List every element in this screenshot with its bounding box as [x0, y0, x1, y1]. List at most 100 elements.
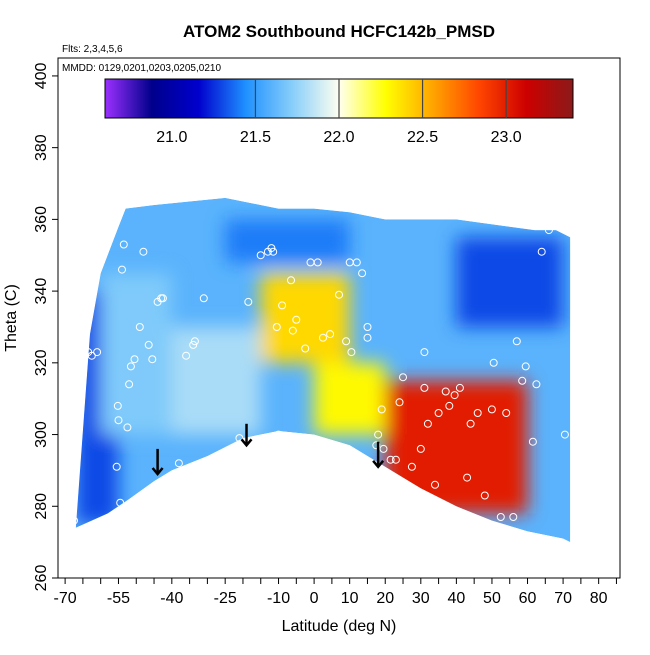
data-point: [416, 444, 425, 453]
data-point: [363, 323, 372, 331]
data-point: [158, 294, 167, 303]
arrow-markers: [151, 423, 385, 476]
data-point: [93, 348, 102, 357]
y-tick-label: 300: [33, 421, 50, 448]
data-point: [489, 358, 498, 367]
x-tick-label: -10: [267, 590, 290, 607]
data-point: [319, 333, 327, 342]
data-point: [423, 419, 432, 428]
data-point: [182, 351, 191, 360]
dates-subtitle: MMDD: 0129,0201,0203,0205,0210: [62, 63, 221, 74]
x-tick-label: 0: [310, 590, 319, 607]
field-region: [225, 219, 350, 263]
x-tick-label: -70: [54, 590, 77, 607]
data-point: [274, 430, 283, 439]
y-tick-label: 340: [33, 278, 50, 305]
data-point: [434, 409, 443, 417]
data-point: [73, 319, 82, 328]
data-point: [441, 387, 450, 396]
data-point: [126, 362, 135, 371]
x-tick-label: 10: [341, 590, 359, 607]
data-point: [391, 455, 400, 464]
colorbar: 21.0 21.5 22.0 22.5 23.0: [104, 78, 574, 146]
data-point: [70, 516, 78, 525]
data-point: [87, 351, 96, 360]
x-tick-label: 30: [412, 590, 430, 607]
data-point: [372, 441, 381, 450]
data-point: [76, 308, 85, 317]
data-point: [374, 430, 383, 439]
x-tick-label: -55: [107, 590, 130, 607]
colorbar-tick-label: 21.5: [240, 129, 271, 146]
down-arrow-icon: [372, 441, 385, 469]
colorbar-tick-label: 22.5: [407, 129, 438, 146]
data-point: [358, 269, 367, 278]
data-point: [190, 337, 199, 346]
y-axis-label: Theta (C): [3, 284, 20, 352]
data-point: [480, 491, 489, 500]
data-point: [287, 276, 295, 285]
data-point: [544, 226, 553, 235]
data-point: [272, 323, 281, 331]
data-point: [399, 373, 407, 382]
data-point: [130, 355, 139, 364]
data-point: [521, 362, 530, 371]
y-tick-label: 360: [33, 206, 50, 233]
data-point: [135, 323, 144, 331]
data-point: [113, 401, 122, 410]
y-tick-label: 260: [33, 565, 50, 592]
data-point: [560, 430, 569, 439]
data-point: [114, 416, 123, 425]
data-point: [269, 247, 278, 256]
data-point: [301, 344, 310, 353]
plot-frame: [57, 57, 621, 579]
y-tick-label: 320: [33, 349, 50, 376]
chart-title: ATOM2 Southbound HCFC142b_PMSD: [183, 22, 495, 41]
data-point: [144, 340, 153, 349]
data-point: [386, 455, 395, 464]
data-point: [431, 480, 439, 489]
x-tick-label: 40: [447, 590, 465, 607]
x-tick-label: 60: [519, 590, 537, 607]
data-point: [407, 462, 416, 471]
data-point: [537, 247, 546, 256]
data-point: [116, 498, 125, 507]
x-tick-label: 70: [554, 590, 572, 607]
data-point: [502, 409, 511, 417]
field-region: [100, 273, 172, 435]
x-tick-label: 20: [376, 590, 394, 607]
field-region: [260, 273, 350, 363]
data-point: [512, 337, 521, 346]
data-point: [71, 441, 80, 450]
field-region: [456, 237, 564, 327]
data-point: [466, 419, 475, 428]
x-tick-label: -40: [160, 590, 183, 607]
x-tick-label: -25: [214, 590, 237, 607]
data-point: [199, 294, 208, 303]
flights-subtitle: Flts: 2,3,4,5,6: [62, 44, 123, 55]
data-point: [189, 340, 198, 349]
x-axis-label: Latitude (deg N): [282, 618, 397, 635]
data-point: [347, 348, 356, 357]
observation-points: [70, 226, 569, 525]
data-point: [256, 251, 265, 260]
heatmap-field: [75, 197, 571, 543]
data-point: [473, 409, 482, 417]
colorbar-tick-label: 23.0: [491, 129, 522, 146]
data-point: [420, 348, 429, 357]
data-point: [235, 434, 244, 443]
down-arrow-icon: [240, 423, 253, 448]
data-point: [119, 240, 128, 249]
data-point: [148, 355, 157, 364]
field-region: [171, 326, 261, 435]
data-point: [420, 383, 429, 392]
y-tick-label: 380: [33, 134, 50, 161]
y-tick-label: 280: [33, 493, 50, 520]
data-point: [395, 398, 404, 407]
data-point: [342, 337, 351, 346]
data-point: [313, 258, 322, 267]
data-point: [244, 297, 253, 306]
data-point: [123, 423, 132, 432]
